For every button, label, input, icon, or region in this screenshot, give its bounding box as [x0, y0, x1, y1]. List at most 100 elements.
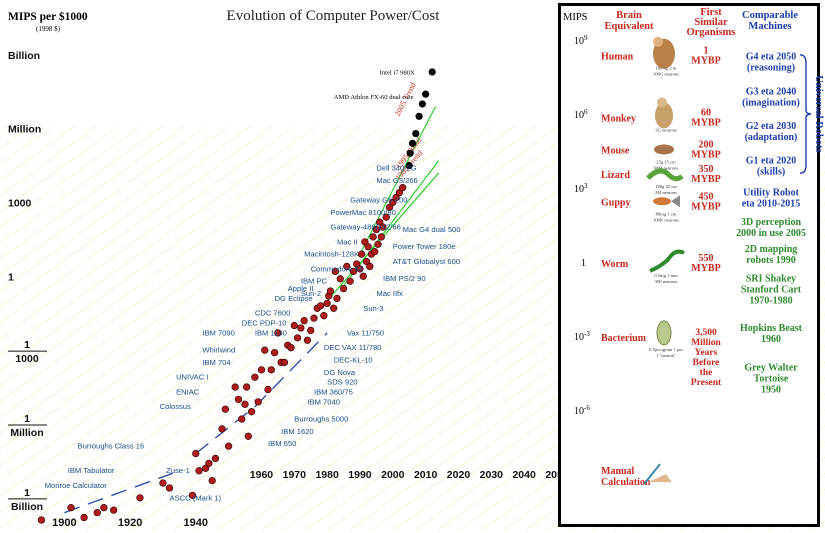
organism-mybp: 1 [704, 46, 709, 57]
machine-entry: G4 eta 2050 [746, 52, 797, 63]
organism-mybp: MYBP [691, 149, 720, 160]
hand-icon [648, 474, 672, 483]
organism-name: Monkey [601, 113, 636, 124]
organism-caption: 100G neurons [653, 72, 679, 77]
data-point [343, 262, 351, 271]
point-label: IBM 7040 [307, 397, 340, 406]
y-tick-numerator: 1 [24, 487, 30, 499]
grid-line [0, 126, 559, 529]
guppy-tail-icon [671, 195, 680, 208]
data-point [385, 203, 394, 212]
data-point [218, 425, 226, 433]
highlight-point [412, 129, 420, 138]
point-label: IBM 1130 [255, 328, 287, 337]
grid-line [0, 126, 185, 260]
data-point [330, 304, 338, 312]
organism-name: Mouse [601, 145, 630, 156]
grid-line [0, 126, 537, 514]
organism-mybp: 450 [699, 191, 714, 202]
header-brain-equivalent: Equivalent [604, 21, 654, 32]
point-label: IBM 360/75 [314, 387, 353, 396]
data-point [159, 479, 167, 487]
point-label: DEC-KL-10 [334, 355, 373, 364]
x-tick-label: 1920 [118, 517, 142, 529]
x-tick-label: 2000 [381, 469, 405, 481]
organism-mybp: 60 [701, 107, 711, 118]
organism-mybp: 3,500 [695, 328, 717, 338]
grid-line [0, 126, 207, 276]
organism-caption: 3G neurons [655, 127, 677, 132]
organism-mybp: MYBP [691, 263, 720, 274]
data-points [37, 68, 436, 524]
bacterium-icon [656, 320, 672, 346]
grid-line [0, 126, 427, 434]
organism-caption: 100K neurons [653, 217, 679, 222]
data-point [399, 184, 407, 192]
data-point [195, 467, 203, 475]
point-label: ENIAC [176, 387, 200, 396]
point-label: Mac G3/266 [376, 176, 417, 185]
organism-caption: 0.5mg 1 mm [654, 273, 678, 278]
machine-entry: SRI Shakey [746, 274, 796, 285]
x-tick-label: 1990 [348, 469, 372, 481]
data-point [349, 267, 358, 276]
header-first-organisms: Organisms [686, 27, 735, 38]
data-point [333, 294, 341, 303]
grid-line [0, 126, 141, 228]
highlight-point [408, 139, 417, 147]
panel-tick-label: 106 [574, 108, 588, 121]
organism-name: Manual [601, 466, 635, 477]
x-tick-label: 2020 [447, 469, 471, 481]
machine-entry: 2D mapping [745, 244, 798, 255]
data-point [100, 504, 108, 512]
universal-bracket [799, 54, 812, 174]
early-trend-segment [254, 332, 328, 408]
panel-tick-label: 10-6 [574, 404, 590, 417]
data-point [247, 408, 256, 416]
grid-line [0, 126, 273, 324]
data-point [303, 336, 312, 344]
panel-axis-label: MIPS [563, 12, 588, 23]
highlight-point [422, 90, 430, 98]
point-label: IBM 1620 [281, 427, 314, 436]
x-tick-label: 2030 [480, 469, 504, 481]
organism-mybp: Before [693, 358, 720, 368]
machine-entry: Grey Walter [744, 363, 798, 374]
data-point [359, 272, 367, 280]
data-point [364, 243, 372, 251]
data-point [244, 432, 252, 440]
data-point [224, 442, 233, 450]
point-label: Gateway G6-200 [350, 195, 407, 204]
point-label: IBM PC [301, 277, 328, 286]
data-point [300, 316, 308, 325]
organism-caption: 2M neurons [655, 190, 677, 195]
organism-caption: 80mg 1 cm [656, 211, 677, 216]
data-point [267, 366, 275, 374]
point-label: Whirlwind [202, 346, 235, 355]
data-point [290, 321, 298, 330]
data-point [238, 415, 246, 423]
data-point [110, 506, 118, 514]
grid-line [63, 126, 625, 531]
data-point [201, 464, 210, 472]
robot-comparison-panel [558, 3, 820, 527]
grid-line [0, 126, 229, 292]
data-point [379, 223, 387, 231]
worm-icon [649, 249, 685, 273]
point-label: Vax 11/750 [347, 328, 384, 337]
organism-mybp: MYBP [691, 201, 720, 212]
y-tick-label: Billion [8, 50, 40, 62]
point-label: DEC PDP-10 [242, 319, 287, 328]
point-label: Power Tower 180e [393, 242, 456, 251]
grid-line [0, 126, 383, 403]
grid-line [0, 126, 251, 308]
y-tick-label: Million [8, 124, 41, 136]
point-label: DG Eclipse [275, 294, 313, 303]
data-point [165, 484, 174, 492]
point-label: CDC 7600 [255, 309, 290, 318]
data-point [382, 213, 390, 221]
highlight-point [428, 68, 436, 76]
data-point [234, 395, 243, 404]
point-label: Sun-3 [363, 304, 383, 313]
